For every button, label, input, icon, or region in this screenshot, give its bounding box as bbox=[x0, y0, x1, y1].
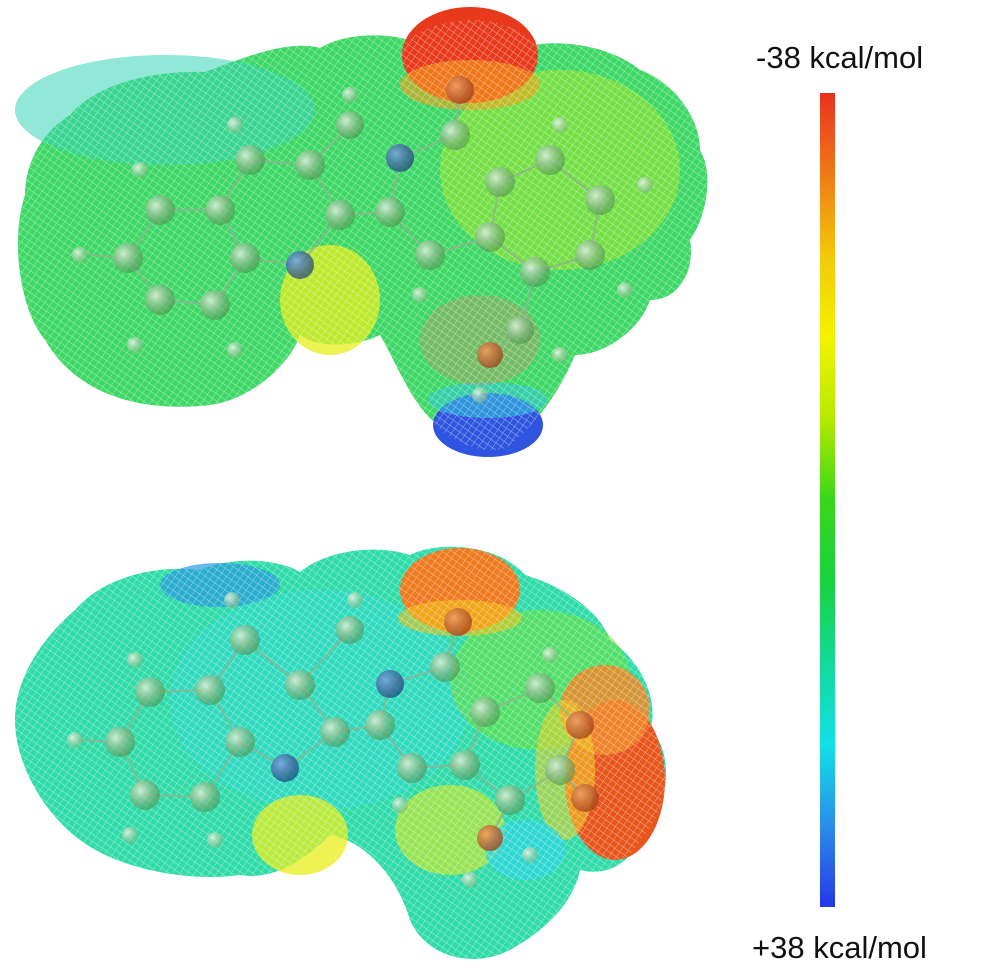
hydrogen-atom bbox=[542, 647, 558, 663]
atom bbox=[325, 200, 355, 230]
atom bbox=[230, 243, 260, 273]
nitrogen-atom bbox=[386, 144, 414, 172]
atom bbox=[336, 111, 364, 139]
hydrogen-atom bbox=[552, 117, 568, 133]
atom bbox=[535, 145, 565, 175]
hydrogen-atom bbox=[412, 287, 428, 303]
hydrogen-atom bbox=[67, 732, 83, 748]
oxygen-atom bbox=[566, 711, 594, 739]
atom bbox=[585, 185, 615, 215]
hydrogen-atom bbox=[472, 387, 488, 403]
hydrogen-atom bbox=[224, 592, 240, 608]
atom bbox=[506, 316, 534, 344]
atom bbox=[320, 717, 350, 747]
hydrogen-atom bbox=[207, 832, 223, 848]
atom bbox=[450, 750, 480, 780]
oxygen-atom bbox=[477, 342, 503, 368]
hydrogen-atom bbox=[227, 117, 243, 133]
hydrogen-atom bbox=[392, 797, 408, 813]
atom bbox=[525, 673, 555, 703]
nitrogen-atom bbox=[286, 251, 314, 279]
atom bbox=[375, 197, 405, 227]
atom bbox=[200, 290, 230, 320]
atom bbox=[520, 257, 550, 287]
hydrogen-atom bbox=[127, 652, 143, 668]
atom bbox=[145, 195, 175, 225]
upper-atoms bbox=[72, 76, 653, 403]
atom bbox=[365, 710, 395, 740]
lower-molecule bbox=[15, 546, 667, 959]
scale-top-label: -38 kcal/mol bbox=[756, 40, 924, 75]
hydrogen-atom bbox=[552, 347, 568, 363]
atom bbox=[545, 755, 575, 785]
hydrogen-atom bbox=[227, 342, 243, 358]
atom bbox=[105, 727, 135, 757]
color-scale-bar bbox=[820, 93, 835, 907]
lower-atoms bbox=[67, 592, 599, 888]
atom bbox=[230, 625, 260, 655]
hydrogen-atom bbox=[72, 247, 88, 263]
atom bbox=[397, 753, 427, 783]
hydrogen-atom bbox=[522, 847, 538, 863]
hydrogen-atom bbox=[132, 162, 148, 178]
hydrogen-atom bbox=[637, 177, 653, 193]
atom bbox=[336, 616, 364, 644]
atom bbox=[470, 697, 500, 727]
hydrogen-atom bbox=[617, 282, 633, 298]
nitrogen-atom bbox=[376, 670, 404, 698]
atom bbox=[475, 222, 505, 252]
hydrogen-atom bbox=[122, 827, 138, 843]
atom bbox=[235, 145, 265, 175]
atom bbox=[195, 675, 225, 705]
atom bbox=[415, 240, 445, 270]
atom bbox=[135, 677, 165, 707]
atom bbox=[225, 727, 255, 757]
hydrogen-atom bbox=[347, 592, 363, 608]
atom bbox=[190, 782, 220, 812]
scale-bottom-label: +38 kcal/mol bbox=[752, 930, 927, 965]
atom bbox=[113, 243, 143, 273]
upper-molecule bbox=[15, 7, 708, 457]
oxygen-atom bbox=[477, 825, 503, 851]
atom bbox=[430, 652, 460, 682]
oxygen-atom bbox=[446, 76, 474, 104]
oxygen-atom bbox=[444, 608, 472, 636]
atom bbox=[575, 240, 605, 270]
atom bbox=[285, 670, 315, 700]
atom bbox=[485, 167, 515, 197]
hydrogen-atom bbox=[462, 872, 478, 888]
atom bbox=[495, 785, 525, 815]
atom bbox=[295, 150, 325, 180]
hydrogen-atom bbox=[342, 87, 358, 103]
oxygen-atom bbox=[571, 784, 599, 812]
hydrogen-atom bbox=[127, 337, 143, 353]
atom bbox=[440, 120, 470, 150]
atom bbox=[130, 780, 160, 810]
atom bbox=[205, 195, 235, 225]
atom bbox=[145, 285, 175, 315]
nitrogen-atom bbox=[271, 754, 299, 782]
